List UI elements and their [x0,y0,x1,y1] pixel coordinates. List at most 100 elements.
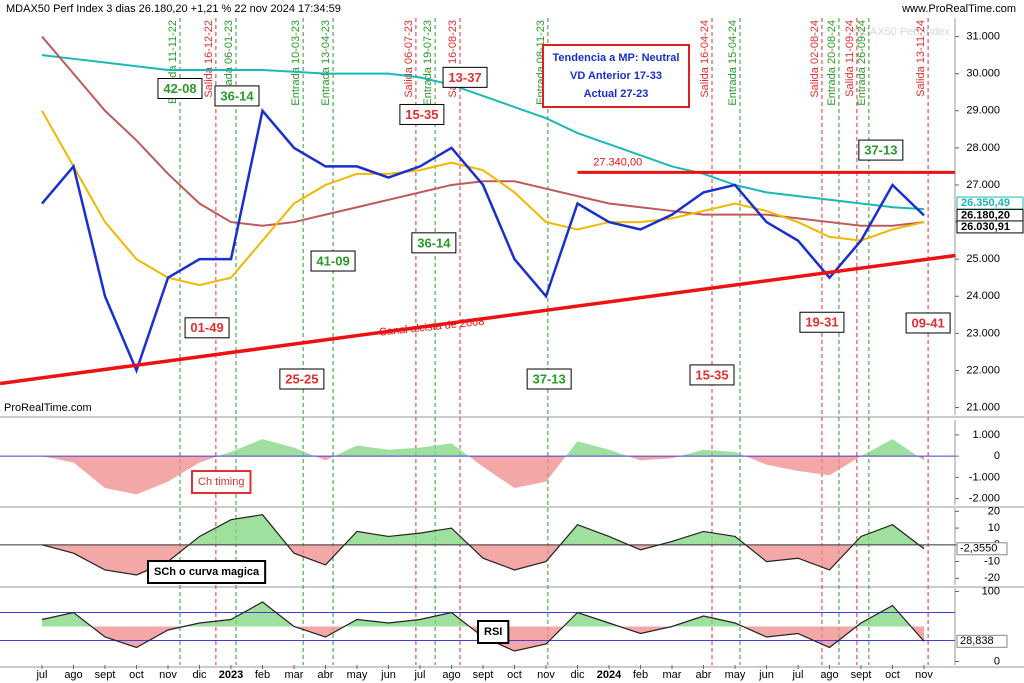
signal-label: Salida 16-12-22 [203,20,215,98]
price-marker-label: 26.180,20 [961,209,1010,221]
y-tick-label: 27.000 [966,179,1000,191]
signal-label: Entrada 19-07-23 [422,20,434,106]
y-tick-label: 20 [988,505,1000,517]
x-tick-label: sept [851,669,872,681]
signal-box-label: 37-13 [533,371,566,386]
x-tick-label: may [725,669,746,681]
signal-label: Entrada 06-01-23 [223,20,235,106]
signal-box-label: 36-14 [220,88,254,103]
x-tick-label: jun [758,669,774,681]
info-line: Tendencia a MP: Neutral [553,52,680,64]
x-tick-label: nov [537,669,555,681]
x-tick-label: feb [255,669,270,681]
price-marker-label: 26.350,49 [961,197,1010,209]
x-tick-label: oct [885,669,900,681]
signal-box [184,317,230,339]
signal-label: Salida 02-08-24 [809,20,821,98]
y-tick-label: 30.000 [966,68,1000,80]
moving-average [41,110,925,287]
signal-label: Salida 06-07-23 [403,20,415,98]
signal-box-label: 15-35 [405,107,438,122]
x-tick-label: 2023 [219,669,243,681]
y-tick-label: -20 [984,572,1000,584]
x-tick-label: abr [318,669,334,681]
signal-label: Entrada 26-09-24 [856,20,868,106]
signal-box [689,364,735,386]
value-marker [956,634,1008,648]
signal-box [310,250,356,272]
x-tick-label: jul [35,669,47,681]
area-fill [42,544,924,575]
x-tick-label: may [347,669,368,681]
x-tick-label: ago [442,669,460,681]
panel-label: Ch timing [198,476,244,488]
x-tick-label: ago [64,669,82,681]
x-tick-label: sept [95,669,116,681]
source: ProRealTime.com [4,402,92,414]
area-fill [42,456,924,495]
trend-line [0,253,956,386]
signal-box-label: 36-14 [417,235,451,250]
signal-label: Entrada 10-03-23 [290,20,302,106]
price-marker-label: 26.030,91 [961,221,1010,233]
value-label: 28,838 [960,635,994,647]
y-tick-label: -10 [984,555,1000,567]
x-tick-label: mar [663,669,682,681]
info-line: VD Anterior 17-33 [570,70,662,82]
y-tick-label: 22.000 [966,364,1000,376]
signal-box [905,312,951,334]
signal-box-label: 41-09 [316,253,349,268]
x-tick-label: oct [507,669,522,681]
x-tick-label: dic [192,669,207,681]
x-tick-label: sept [473,669,494,681]
signal-label: Salida 11-09-24 [844,20,856,97]
signal-box-label: 37-13 [864,143,897,158]
y-tick-label: -2.000 [969,493,1000,505]
x-tick-label: 2024 [597,669,622,681]
panel-label: RSI [484,626,502,638]
signal-label: Salida 13-11-24 [915,20,927,97]
signal-box-label: 15-35 [695,367,728,382]
resistance-label: 27.340,00 [593,156,642,168]
y-tick-label: -1.000 [969,471,1000,483]
value-label: -2,3550 [960,543,997,555]
area-fill [42,514,924,545]
signal-box [399,103,445,125]
y-tick-label: 31.000 [966,30,1000,42]
y-tick-label: 21.000 [966,401,1000,413]
x-tick-label: nov [915,669,933,681]
moving-average [41,54,925,211]
signal-box [157,77,203,99]
y-tick-label: 10 [988,522,1000,534]
info-box [542,44,690,108]
source-link: www.ProRealTime.com [901,3,1016,15]
x-tick-label: abr [696,669,712,681]
y-tick-label: 25.000 [966,253,1000,265]
y-tick-label: 0 [994,450,1000,462]
y-tick-label: 24.000 [966,290,1000,302]
y-tick-label: 23.000 [966,327,1000,339]
chart-title: MDAX50 Perf Index 3 dias 26.180,20 +1,21… [6,3,341,15]
signal-box-label: 19-31 [805,315,838,330]
x-tick-label: jul [413,669,425,681]
price-marker [956,220,1024,234]
x-tick-label: jun [380,669,396,681]
signal-box-label: 09-41 [911,315,944,330]
signal-box-label: 13-37 [448,70,481,85]
signal-box-label: 42-08 [163,81,196,96]
signal-box [279,368,325,390]
y-tick-label: 1.000 [972,429,1000,441]
signal-label: Entrada 20-08-24 [826,20,838,106]
x-tick-label: mar [285,669,304,681]
panel-label: SCh o curva magica [154,566,260,578]
y-tick-label: 0 [994,655,1000,667]
x-tick-label: oct [129,669,144,681]
value-marker [956,542,1008,556]
signal-box [858,139,904,161]
signal-box [411,232,457,254]
x-tick-label: nov [159,669,177,681]
signal-box [214,85,260,107]
signal-box [799,311,845,333]
oscillator-line [41,514,925,576]
signal-box-label: 25-25 [285,371,318,386]
